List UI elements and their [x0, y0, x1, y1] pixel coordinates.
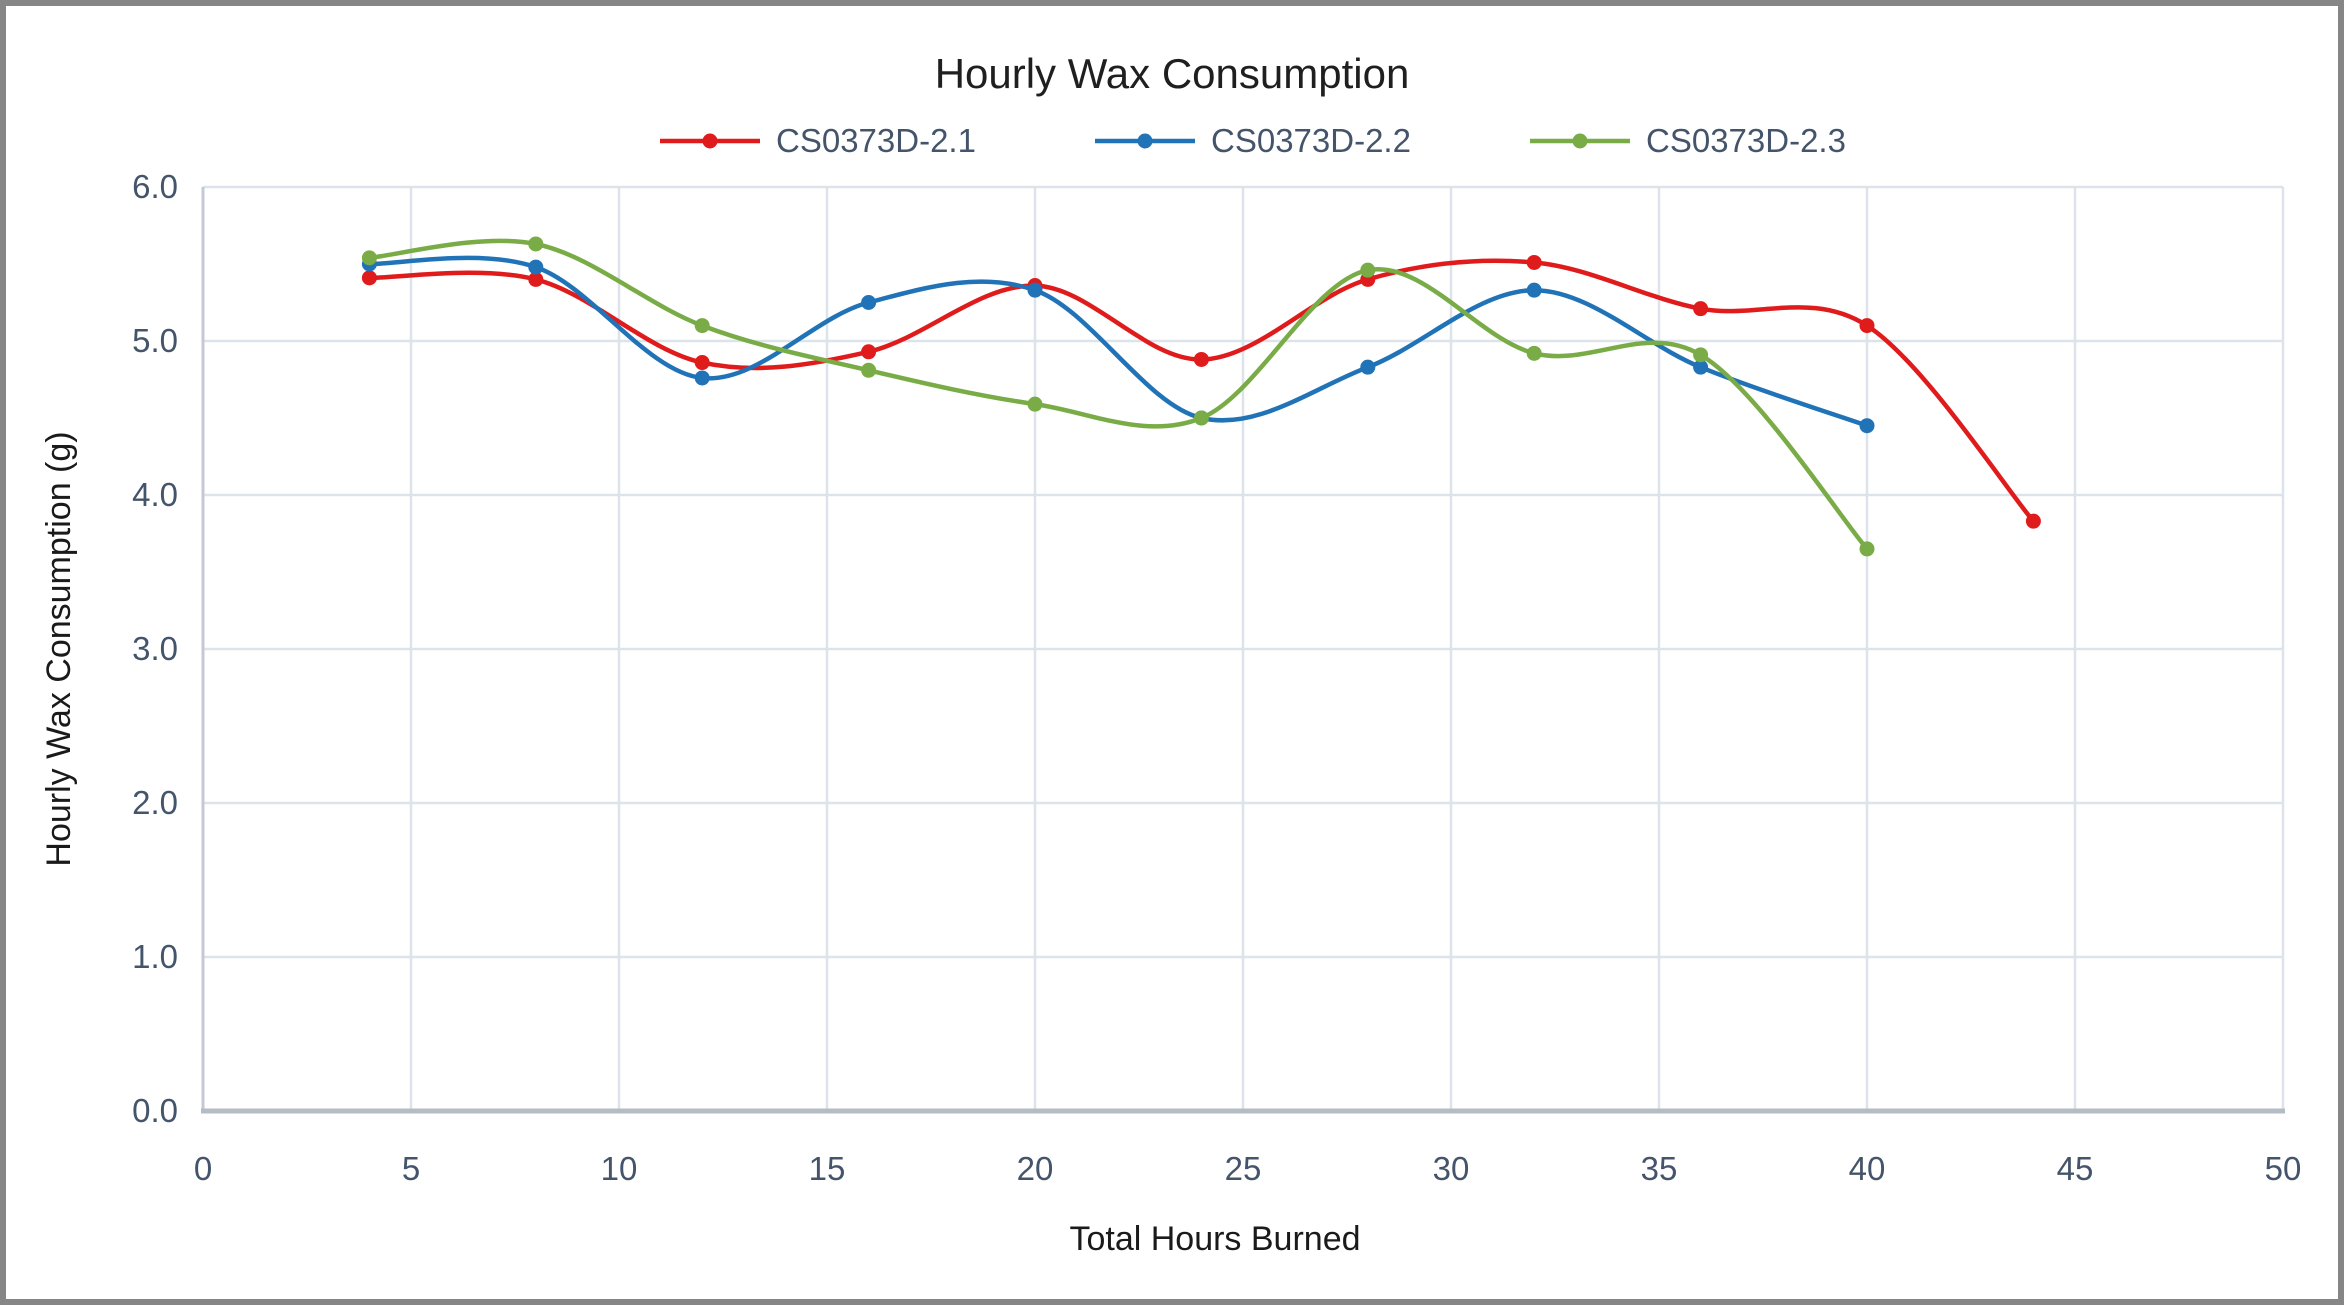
series-CS0373D-2.2	[361, 255, 1875, 434]
data-point-marker	[1526, 254, 1542, 270]
x-tick-label: 45	[2057, 1150, 2094, 1187]
legend-label: CS0373D-2.3	[1646, 122, 1846, 159]
y-tick-label: 5.0	[132, 322, 178, 359]
legend-item	[660, 133, 760, 149]
data-point-marker	[1526, 282, 1542, 298]
data-point-marker	[528, 271, 544, 287]
legend-item	[1530, 133, 1630, 149]
data-point-marker	[361, 270, 377, 286]
data-point-marker	[861, 344, 877, 360]
data-point-marker	[2025, 513, 2041, 529]
x-tick-label: 30	[1433, 1150, 1470, 1187]
data-point-marker	[1193, 351, 1209, 367]
legend-label: CS0373D-2.1	[776, 122, 976, 159]
legend-label: CS0373D-2.2	[1211, 122, 1411, 159]
x-tick-label: 5	[402, 1150, 420, 1187]
series-line	[367, 238, 1870, 552]
data-point-marker	[1027, 282, 1043, 298]
y-tick-label: 1.0	[132, 938, 178, 975]
data-point-marker	[1859, 318, 1875, 334]
data-point-marker	[528, 259, 544, 275]
x-tick-label: 10	[601, 1150, 638, 1187]
legend-marker	[702, 133, 718, 149]
x-tick-label: 15	[809, 1150, 846, 1187]
data-point-marker	[1193, 410, 1209, 426]
data-point-marker	[694, 370, 710, 386]
legend-marker	[1137, 133, 1153, 149]
x-tick-label: 20	[1017, 1150, 1054, 1187]
y-tick-label: 6.0	[132, 168, 178, 205]
series-line	[367, 255, 1870, 428]
data-point-marker	[694, 318, 710, 334]
data-point-marker	[528, 236, 544, 252]
grid	[201, 185, 2285, 1114]
data-point-marker	[1360, 359, 1376, 375]
data-point-marker	[1859, 541, 1875, 557]
series-CS0373D-2.3	[361, 236, 1875, 557]
data-point-marker	[1360, 262, 1376, 278]
y-axis-title: Hourly Wax Consumption (g)	[40, 431, 78, 866]
x-tick-label: 0	[194, 1150, 212, 1187]
data-point-marker	[1526, 345, 1542, 361]
x-tick-label: 25	[1225, 1150, 1262, 1187]
data-point-marker	[861, 295, 877, 310]
data-point-marker	[1693, 347, 1709, 363]
data-point-marker	[1693, 301, 1709, 317]
x-axis-title: Total Hours Burned	[1069, 1220, 1360, 1258]
data-point-marker	[1693, 359, 1709, 375]
data-point-marker	[1027, 396, 1043, 412]
series-CS0373D-2.1	[361, 254, 2041, 529]
legend-marker	[1572, 133, 1588, 149]
y-tick-label: 3.0	[132, 630, 178, 667]
y-tick-label: 2.0	[132, 784, 178, 821]
x-tick-label: 40	[1849, 1150, 1886, 1187]
data-point-marker	[361, 250, 377, 266]
data-point-marker	[861, 362, 877, 378]
hourly-wax-consumption-chart: 0 5 10 15 20 25 30 35 40 45 50 0.0 1.0 2.0 3.0 4.0 5.0 6.…	[40, 50, 2302, 1258]
data-point-marker	[694, 355, 710, 371]
y-tick-label: 0.0	[132, 1092, 178, 1129]
data-point-marker	[1859, 418, 1875, 434]
x-tick-label: 50	[2265, 1150, 2302, 1187]
x-tick-label: 35	[1641, 1150, 1678, 1187]
y-tick-label: 4.0	[132, 476, 178, 513]
legend-item	[1095, 133, 1195, 149]
chart-title: Hourly Wax Consumption	[935, 50, 1410, 97]
